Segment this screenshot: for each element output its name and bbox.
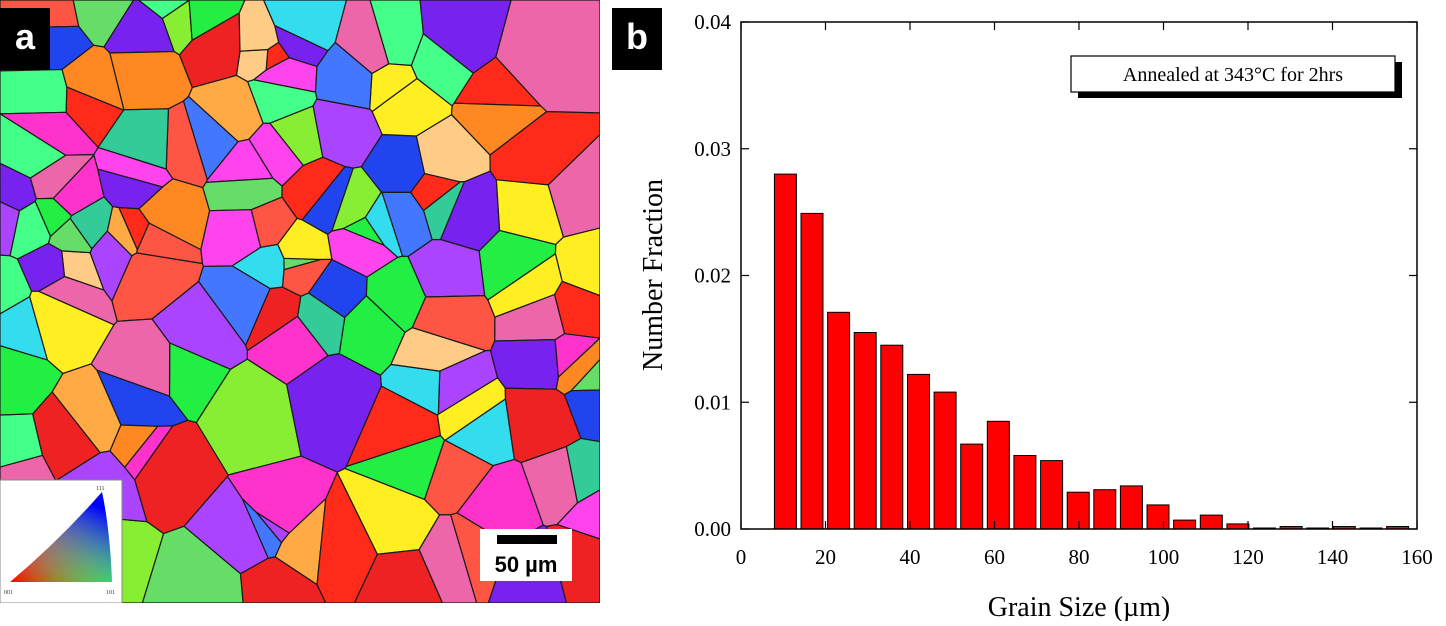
annotation-text: Annealed at 343°C for 2hrs [1123, 64, 1343, 86]
grain [419, 0, 512, 74]
grain [141, 525, 244, 603]
y-tick-label: 0.02 [694, 264, 731, 288]
histogram-bar [1066, 491, 1090, 530]
scale-bar-label: 50 µm [495, 552, 558, 577]
panel-label-a: a [0, 8, 50, 70]
ipf-corner-101: 101 [106, 590, 115, 596]
grain [554, 333, 600, 379]
grain [312, 98, 383, 169]
grain [61, 44, 125, 111]
histogram-bar [986, 420, 1010, 530]
bar-series [773, 173, 1410, 530]
grain [418, 514, 478, 603]
histogram-bar [1119, 485, 1143, 530]
grain [281, 258, 333, 297]
grain [29, 290, 115, 375]
grain [504, 387, 582, 464]
x-axis-ticks: 0 20 40 60 80 100 120 140 160 [736, 22, 1433, 569]
histogram-panel: 0 20 40 60 80 100 120 140 160 0.00 0.01 0.02 0.03 0.… [612, 0, 1446, 623]
x-tick-label: 100 [1148, 545, 1180, 569]
ipf-corner-001: 001 [4, 590, 13, 596]
grain [226, 455, 338, 534]
histogram-bar [1199, 514, 1223, 530]
histogram-bar [773, 173, 797, 530]
grain [238, 0, 280, 52]
x-tick-label: 60 [984, 545, 1005, 569]
grain [343, 435, 446, 501]
panel-label-b: b [612, 8, 662, 70]
ipf-corner-111: 111 [96, 486, 105, 492]
histogram-bar [1013, 455, 1037, 530]
ipf-legend: 111 001 101 [0, 479, 123, 603]
grain [248, 122, 305, 187]
grain [168, 342, 232, 424]
grain [330, 166, 383, 232]
histogram-bar [1040, 460, 1064, 530]
x-tick-label: 140 [1317, 545, 1349, 569]
x-tick-label: 120 [1232, 545, 1264, 569]
grain [409, 172, 462, 212]
ebsd-map-panel: 111 001 101 50 µm a [0, 0, 600, 603]
grain [565, 437, 600, 504]
histogram-bar [907, 373, 930, 530]
grain [97, 108, 170, 170]
annotation-box: Annealed at 343°C for 2hrs [1070, 55, 1402, 98]
histogram-bar [960, 443, 984, 530]
y-axis-label: Number Fraction [638, 179, 669, 371]
y-tick-label: 0.00 [694, 517, 731, 541]
grain [0, 68, 68, 115]
histogram-bar [853, 332, 877, 530]
grain [334, 0, 390, 75]
x-tick-label: 0 [736, 545, 747, 569]
ebsd-orientation-map: 111 001 101 50 µm [0, 0, 600, 603]
grain-size-histogram: 0 20 40 60 80 100 120 140 160 0.000.010.020.030.… [638, 10, 1433, 623]
grain [286, 352, 382, 473]
grain [200, 209, 262, 267]
grain [0, 113, 67, 179]
grain [96, 168, 164, 210]
y-tick-label: 0.04 [694, 10, 731, 34]
y-axis-ticks: 0.00 0.01 0.02 0.03 0.04 [694, 10, 1417, 541]
histogram-bar [933, 391, 957, 530]
histogram-bar [827, 311, 851, 530]
x-tick-label: 160 [1401, 545, 1433, 569]
x-axis-label: Grain Size (µm) [988, 592, 1171, 621]
grain [277, 217, 333, 261]
histogram-bar [1146, 504, 1170, 530]
x-tick-label: 20 [815, 545, 836, 569]
histogram-bar [1226, 523, 1250, 530]
histogram-bar [800, 212, 824, 530]
grain [90, 318, 171, 397]
histogram-bar [1093, 489, 1117, 530]
grain [495, 179, 565, 246]
grain [137, 0, 190, 20]
y-tick-label: 0.03 [694, 137, 731, 161]
y-tick-label: 0.01 [694, 390, 731, 414]
scale-bar: 50 µm [480, 529, 572, 581]
x-tick-label: 80 [1069, 545, 1090, 569]
histogram-bar [880, 344, 904, 530]
x-tick-label: 40 [900, 545, 921, 569]
histogram-bar [1173, 519, 1197, 530]
